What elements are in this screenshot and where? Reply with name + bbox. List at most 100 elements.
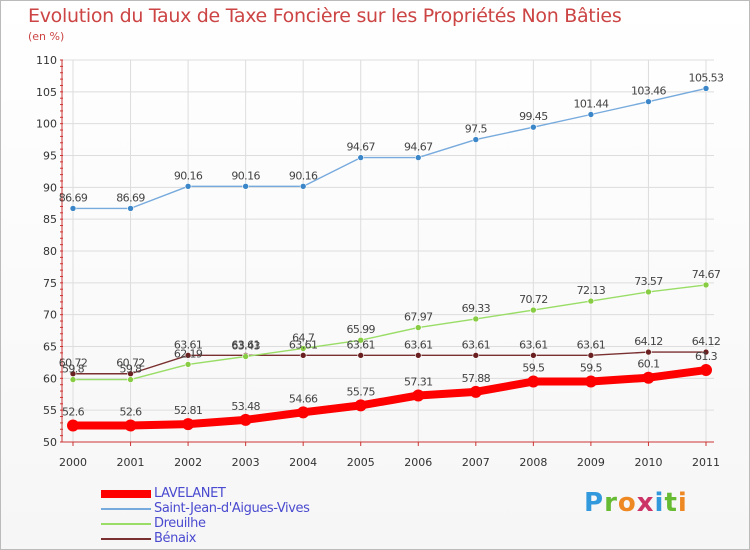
data-label: 53.48 xyxy=(231,400,260,413)
data-point xyxy=(472,352,480,359)
data-point xyxy=(587,111,595,118)
data-point xyxy=(184,361,192,368)
data-label: 63.61 xyxy=(519,338,548,351)
series-b-naix xyxy=(69,348,710,378)
data-point xyxy=(182,418,195,431)
series-lines xyxy=(67,85,712,432)
x-tick-label: 2007 xyxy=(462,456,490,469)
x-tick-label: 2008 xyxy=(519,456,547,469)
y-tick-label: 85 xyxy=(43,213,57,226)
data-label: 55.75 xyxy=(346,385,375,398)
data-point xyxy=(242,183,249,190)
x-tick-label: 2001 xyxy=(117,456,145,469)
data-point xyxy=(414,324,422,331)
data-label: 63.61 xyxy=(289,338,318,351)
data-label: 63.43 xyxy=(231,339,260,352)
y-tick-label: 70 xyxy=(43,309,57,322)
data-label: 60.72 xyxy=(59,357,88,370)
x-tick-label: 2003 xyxy=(232,456,260,469)
data-label: 52.6 xyxy=(62,405,85,418)
data-label: 63.61 xyxy=(346,338,375,351)
data-label: 60.1 xyxy=(637,358,659,371)
data-point xyxy=(645,288,652,296)
series-lavelanet xyxy=(67,364,712,432)
y-tick-label: 80 xyxy=(43,245,57,258)
y-tick-label: 65 xyxy=(43,341,57,354)
data-point xyxy=(297,406,310,419)
x-tick-label: 2011 xyxy=(692,456,720,469)
data-label: 59.5 xyxy=(522,362,545,375)
y-tick-label: 95 xyxy=(43,150,57,163)
data-point xyxy=(69,205,77,212)
legend-swatch xyxy=(101,523,151,525)
data-label: 94.67 xyxy=(404,141,433,154)
series-line xyxy=(72,87,707,210)
data-label: 73.57 xyxy=(634,275,663,288)
data-point xyxy=(354,399,367,412)
proxiti-logo: Proxiti xyxy=(584,488,688,518)
data-label: 61.3 xyxy=(695,350,718,363)
data-label: 59.8 xyxy=(62,363,85,376)
data-point xyxy=(645,348,652,356)
logo-letter: i xyxy=(677,488,688,518)
legend-swatch xyxy=(101,538,151,540)
data-label: 101.44 xyxy=(573,97,608,110)
y-tick-label: 100 xyxy=(36,118,57,131)
y-tick-label: 60 xyxy=(43,372,57,385)
legend-label: Bénaix xyxy=(154,531,197,546)
logo-letter: t xyxy=(664,488,678,518)
data-label: 72.13 xyxy=(577,284,606,297)
logo-letter: x xyxy=(636,488,655,518)
data-label: 94.67 xyxy=(346,141,375,154)
data-point xyxy=(357,336,365,344)
data-point xyxy=(69,376,77,383)
data-label: 90.16 xyxy=(231,169,260,182)
data-label: 63.61 xyxy=(231,338,260,351)
data-point xyxy=(702,348,710,356)
data-point xyxy=(124,419,137,432)
data-point xyxy=(67,419,79,432)
x-tick-label: 2000 xyxy=(59,456,87,469)
data-point xyxy=(357,154,365,161)
data-label: 54.66 xyxy=(289,392,318,405)
legend-label: Saint-Jean-d'Aigues-Vives xyxy=(154,501,310,516)
data-point xyxy=(530,352,537,359)
y-tick-label: 50 xyxy=(43,436,57,449)
data-label: 67.97 xyxy=(404,311,433,324)
legend-swatch xyxy=(101,490,151,498)
data-point xyxy=(584,375,597,388)
data-label: 70.72 xyxy=(519,293,548,306)
data-label: 59.5 xyxy=(580,362,603,375)
y-tick-label: 90 xyxy=(43,181,57,194)
data-label: 105.53 xyxy=(689,71,724,84)
data-point xyxy=(530,123,537,131)
data-label: 90.16 xyxy=(289,169,318,182)
legend-label: Dreuilhe xyxy=(154,516,206,531)
series-line xyxy=(69,366,710,430)
data-label: 59.8 xyxy=(119,363,142,376)
data-point xyxy=(412,389,425,402)
data-point xyxy=(472,136,480,143)
grid xyxy=(62,59,714,443)
data-point xyxy=(702,281,710,289)
legend-swatch xyxy=(101,508,151,510)
data-label: 63.61 xyxy=(404,338,433,351)
y-tick-label: 55 xyxy=(43,404,57,417)
data-point xyxy=(184,183,192,190)
unit-label: (en %) xyxy=(28,30,65,43)
data-label: 69.33 xyxy=(462,302,491,315)
data-point xyxy=(127,376,134,383)
data-point xyxy=(239,413,252,426)
data-label: 64.12 xyxy=(692,335,721,348)
data-point xyxy=(299,345,307,352)
data-label: 57.31 xyxy=(404,375,433,388)
data-label: 74.67 xyxy=(692,268,721,281)
y-tick-label: 75 xyxy=(43,277,57,290)
logo-letter: i xyxy=(654,488,665,518)
data-point xyxy=(299,183,307,190)
data-labels: 60.72 60.72 63.61 63.61 63.61 63.61 63.61 63.61… xyxy=(59,71,725,418)
x-tick-label: 2005 xyxy=(347,456,375,469)
x-tick-label: 2002 xyxy=(174,456,202,469)
